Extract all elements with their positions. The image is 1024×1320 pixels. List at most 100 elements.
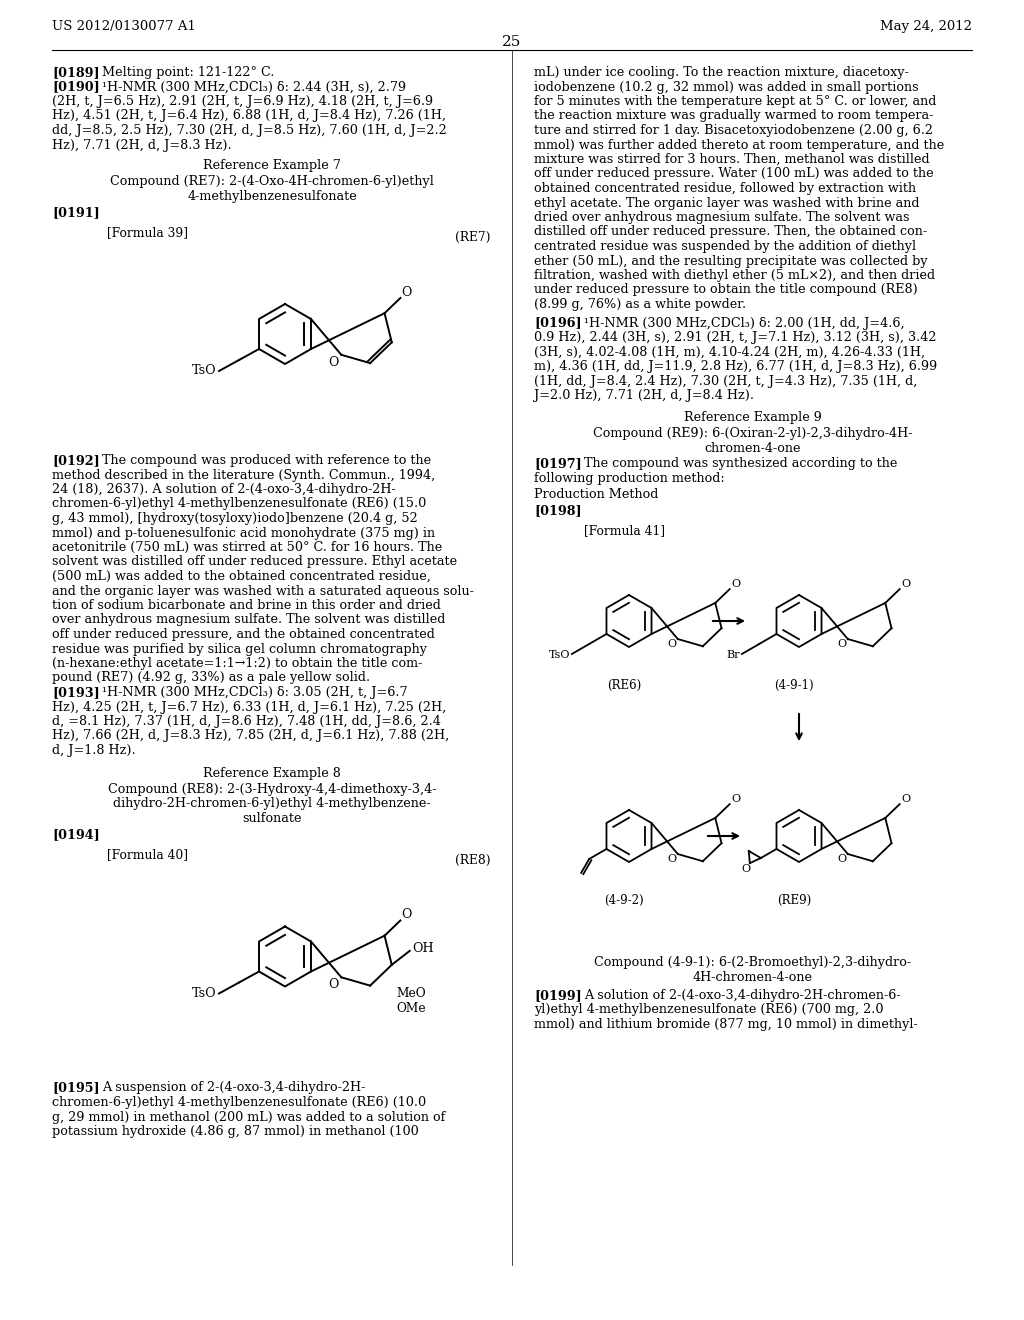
Text: Hz), 7.66 (2H, d, J=8.3 Hz), 7.85 (2H, d, J=6.1 Hz), 7.88 (2H,: Hz), 7.66 (2H, d, J=8.3 Hz), 7.85 (2H, d… [52, 730, 450, 742]
Text: tion of sodium bicarbonate and brine in this order and dried: tion of sodium bicarbonate and brine in … [52, 599, 441, 612]
Text: [0199]: [0199] [534, 989, 582, 1002]
Text: 24 (18), 2637). A solution of 2-(4-oxo-3,4-dihydro-2H-: 24 (18), 2637). A solution of 2-(4-oxo-3… [52, 483, 395, 496]
Text: mixture was stirred for 3 hours. Then, methanol was distilled: mixture was stirred for 3 hours. Then, m… [534, 153, 930, 166]
Text: Compound (4-9-1): 6-(2-Bromoethyl)-2,3-dihydro-: Compound (4-9-1): 6-(2-Bromoethyl)-2,3-d… [595, 956, 911, 969]
Text: (RE7): (RE7) [456, 231, 490, 244]
Text: Compound (RE8): 2-(3-Hydroxy-4,4-dimethoxy-3,4-: Compound (RE8): 2-(3-Hydroxy-4,4-dimetho… [108, 783, 436, 796]
Text: solvent was distilled off under reduced pressure. Ethyl acetate: solvent was distilled off under reduced … [52, 556, 457, 569]
Text: Melting point: 121-122° C.: Melting point: 121-122° C. [102, 66, 274, 79]
Text: O: O [901, 578, 910, 589]
Text: O: O [668, 639, 677, 649]
Text: (4-9-2): (4-9-2) [604, 894, 644, 907]
Text: (2H, t, J=6.5 Hz), 2.91 (2H, t, J=6.9 Hz), 4.18 (2H, t, J=6.9: (2H, t, J=6.5 Hz), 2.91 (2H, t, J=6.9 Hz… [52, 95, 433, 108]
Text: [0190]: [0190] [52, 81, 99, 94]
Text: A suspension of 2-(4-oxo-3,4-dihydro-2H-: A suspension of 2-(4-oxo-3,4-dihydro-2H- [102, 1081, 366, 1094]
Text: [0197]: [0197] [534, 458, 582, 470]
Text: off under reduced pressure. Water (100 mL) was added to the: off under reduced pressure. Water (100 m… [534, 168, 934, 181]
Text: May 24, 2012: May 24, 2012 [880, 20, 972, 33]
Text: pound (RE7) (4.92 g, 33%) as a pale yellow solid.: pound (RE7) (4.92 g, 33%) as a pale yell… [52, 672, 370, 685]
Text: 25: 25 [503, 36, 521, 49]
Text: O: O [329, 355, 339, 368]
Text: method described in the literature (Synth. Commun., 1994,: method described in the literature (Synt… [52, 469, 435, 482]
Text: [Formula 39]: [Formula 39] [106, 226, 188, 239]
Text: MeO: MeO [396, 987, 426, 999]
Text: 0.9 Hz), 2.44 (3H, s), 2.91 (2H, t, J=7.1 Hz), 3.12 (3H, s), 3.42: 0.9 Hz), 2.44 (3H, s), 2.91 (2H, t, J=7.… [534, 331, 937, 345]
Text: d, =8.1 Hz), 7.37 (1H, d, J=8.6 Hz), 7.48 (1H, dd, J=8.6, 2.4: d, =8.1 Hz), 7.37 (1H, d, J=8.6 Hz), 7.4… [52, 715, 441, 729]
Text: (RE8): (RE8) [456, 854, 490, 866]
Text: O: O [731, 793, 740, 804]
Text: mmol) was further added thereto at room temperature, and the: mmol) was further added thereto at room … [534, 139, 944, 152]
Text: TsO: TsO [549, 649, 570, 660]
Text: for 5 minutes with the temperature kept at 5° C. or lower, and: for 5 minutes with the temperature kept … [534, 95, 936, 108]
Text: (RE6): (RE6) [607, 678, 641, 692]
Text: TsO: TsO [191, 987, 216, 1001]
Text: Reference Example 9: Reference Example 9 [684, 411, 822, 424]
Text: Br: Br [727, 649, 740, 660]
Text: chromen-6-yl)ethyl 4-methylbenzenesulfonate (RE6) (15.0: chromen-6-yl)ethyl 4-methylbenzenesulfon… [52, 498, 426, 511]
Text: O: O [401, 908, 412, 921]
Text: dd, J=8.5, 2.5 Hz), 7.30 (2H, d, J=8.5 Hz), 7.60 (1H, d, J=2.2: dd, J=8.5, 2.5 Hz), 7.30 (2H, d, J=8.5 H… [52, 124, 446, 137]
Text: A solution of 2-(4-oxo-3,4-dihydro-2H-chromen-6-: A solution of 2-(4-oxo-3,4-dihydro-2H-ch… [584, 989, 901, 1002]
Text: US 2012/0130077 A1: US 2012/0130077 A1 [52, 20, 196, 33]
Text: OH: OH [412, 942, 433, 956]
Text: acetonitrile (750 mL) was stirred at 50° C. for 16 hours. The: acetonitrile (750 mL) was stirred at 50°… [52, 541, 442, 554]
Text: [0194]: [0194] [52, 829, 99, 842]
Text: O: O [731, 578, 740, 589]
Text: [0191]: [0191] [52, 206, 99, 219]
Text: (8.99 g, 76%) as a white powder.: (8.99 g, 76%) as a white powder. [534, 298, 746, 312]
Text: d, J=1.8 Hz).: d, J=1.8 Hz). [52, 744, 135, 756]
Text: (n-hexane:ethyl acetate=1:1→1:2) to obtain the title com-: (n-hexane:ethyl acetate=1:1→1:2) to obta… [52, 657, 422, 671]
Text: [0189]: [0189] [52, 66, 99, 79]
Text: Reference Example 8: Reference Example 8 [203, 767, 341, 780]
Text: O: O [401, 286, 412, 298]
Text: (RE9): (RE9) [777, 894, 811, 907]
Text: 4H-chromen-4-one: 4H-chromen-4-one [693, 972, 813, 983]
Text: O: O [838, 639, 847, 649]
Text: O: O [741, 865, 751, 874]
Text: O: O [668, 854, 677, 865]
Text: and the organic layer was washed with a saturated aqueous solu-: and the organic layer was washed with a … [52, 585, 474, 598]
Text: mL) under ice cooling. To the reaction mixture, diacetoxy-: mL) under ice cooling. To the reaction m… [534, 66, 909, 79]
Text: ether (50 mL), and the resulting precipitate was collected by: ether (50 mL), and the resulting precipi… [534, 255, 928, 268]
Text: ¹H-NMR (300 MHz,CDCl₃) δ: 2.00 (1H, dd, J=4.6,: ¹H-NMR (300 MHz,CDCl₃) δ: 2.00 (1H, dd, … [584, 317, 904, 330]
Text: O: O [901, 793, 910, 804]
Text: Compound (RE7): 2-(4-Oxo-4H-chromen-6-yl)ethyl: Compound (RE7): 2-(4-Oxo-4H-chromen-6-yl… [110, 176, 434, 187]
Text: J=2.0 Hz), 7.71 (2H, d, J=8.4 Hz).: J=2.0 Hz), 7.71 (2H, d, J=8.4 Hz). [534, 389, 754, 403]
Text: g, 43 mmol), [hydroxy(tosyloxy)iodo]benzene (20.4 g, 52: g, 43 mmol), [hydroxy(tosyloxy)iodo]benz… [52, 512, 418, 525]
Text: ¹H-NMR (300 MHz,CDCl₃) δ: 3.05 (2H, t, J=6.7: ¹H-NMR (300 MHz,CDCl₃) δ: 3.05 (2H, t, J… [102, 686, 408, 700]
Text: [0193]: [0193] [52, 686, 99, 700]
Text: [0195]: [0195] [52, 1081, 99, 1094]
Text: O: O [838, 854, 847, 865]
Text: ture and stirred for 1 day. Bisacetoxyiodobenzene (2.00 g, 6.2: ture and stirred for 1 day. Bisacetoxyio… [534, 124, 933, 137]
Text: the reaction mixture was gradually warmed to room tempera-: the reaction mixture was gradually warme… [534, 110, 933, 123]
Text: mmol) and lithium bromide (877 mg, 10 mmol) in dimethyl-: mmol) and lithium bromide (877 mg, 10 mm… [534, 1018, 918, 1031]
Text: (4-9-1): (4-9-1) [774, 678, 814, 692]
Text: O: O [329, 978, 339, 991]
Text: over anhydrous magnesium sulfate. The solvent was distilled: over anhydrous magnesium sulfate. The so… [52, 614, 445, 627]
Text: Hz), 7.71 (2H, d, J=8.3 Hz).: Hz), 7.71 (2H, d, J=8.3 Hz). [52, 139, 231, 152]
Text: ¹H-NMR (300 MHz,CDCl₃) δ: 2.44 (3H, s), 2.79: ¹H-NMR (300 MHz,CDCl₃) δ: 2.44 (3H, s), … [102, 81, 407, 94]
Text: The compound was synthesized according to the: The compound was synthesized according t… [584, 458, 897, 470]
Text: distilled off under reduced pressure. Then, the obtained con-: distilled off under reduced pressure. Th… [534, 226, 927, 239]
Text: dried over anhydrous magnesium sulfate. The solvent was: dried over anhydrous magnesium sulfate. … [534, 211, 909, 224]
Text: [Formula 40]: [Formula 40] [106, 849, 188, 862]
Text: Production Method: Production Method [534, 488, 658, 502]
Text: residue was purified by silica gel column chromatography: residue was purified by silica gel colum… [52, 643, 427, 656]
Text: Compound (RE9): 6-(Oxiran-2-yl)-2,3-dihydro-4H-: Compound (RE9): 6-(Oxiran-2-yl)-2,3-dihy… [593, 426, 912, 440]
Text: The compound was produced with reference to the: The compound was produced with reference… [102, 454, 431, 467]
Text: OMe: OMe [396, 1002, 426, 1015]
Text: [0192]: [0192] [52, 454, 99, 467]
Text: TsO: TsO [191, 364, 216, 378]
Text: (1H, dd, J=8.4, 2.4 Hz), 7.30 (2H, t, J=4.3 Hz), 7.35 (1H, d,: (1H, dd, J=8.4, 2.4 Hz), 7.30 (2H, t, J=… [534, 375, 918, 388]
Text: [Formula 41]: [Formula 41] [584, 524, 665, 537]
Text: (500 mL) was added to the obtained concentrated residue,: (500 mL) was added to the obtained conce… [52, 570, 431, 583]
Text: obtained concentrated residue, followed by extraction with: obtained concentrated residue, followed … [534, 182, 916, 195]
Text: [0196]: [0196] [534, 317, 582, 330]
Text: off under reduced pressure, and the obtained concentrated: off under reduced pressure, and the obta… [52, 628, 435, 642]
Text: following production method:: following production method: [534, 473, 725, 484]
Text: ethyl acetate. The organic layer was washed with brine and: ethyl acetate. The organic layer was was… [534, 197, 920, 210]
Text: filtration, washed with diethyl ether (5 mL×2), and then dried: filtration, washed with diethyl ether (5… [534, 269, 935, 282]
Text: mmol) and p-toluenesulfonic acid monohydrate (375 mg) in: mmol) and p-toluenesulfonic acid monohyd… [52, 527, 435, 540]
Text: Reference Example 7: Reference Example 7 [203, 158, 341, 172]
Text: g, 29 mmol) in methanol (200 mL) was added to a solution of: g, 29 mmol) in methanol (200 mL) was add… [52, 1110, 445, 1123]
